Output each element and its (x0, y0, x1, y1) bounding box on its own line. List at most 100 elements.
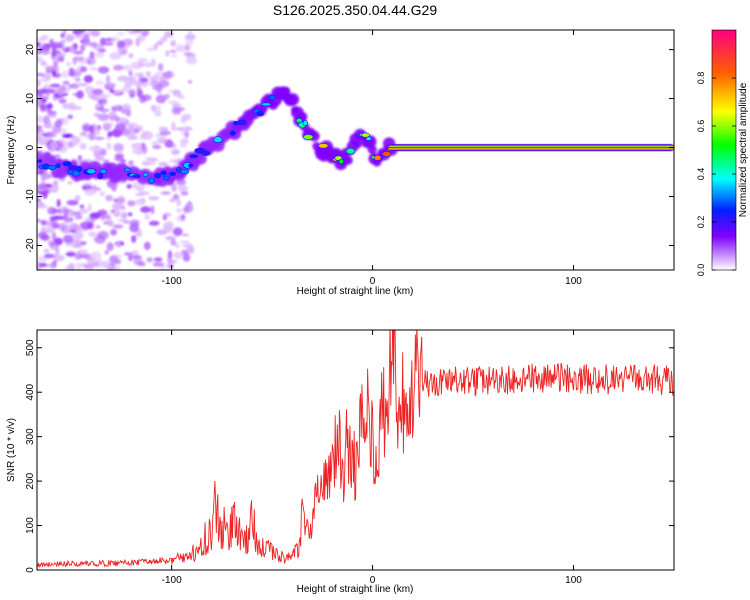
snr-plot-area (37, 330, 674, 569)
noise-speck (134, 198, 146, 206)
noise-speck (44, 227, 56, 234)
noise-speck (40, 227, 48, 232)
noise-speck (99, 148, 107, 156)
noise-speck (130, 61, 142, 70)
ridge-blob (62, 161, 72, 167)
ridge-halo-blob (343, 155, 353, 165)
noise-speck (80, 241, 87, 245)
noise-speck (46, 220, 53, 228)
x-tick-label: 0 (370, 575, 376, 586)
noise-speck (184, 34, 196, 40)
noise-speck (131, 235, 137, 243)
noise-speck (70, 136, 81, 146)
noise-speck (109, 89, 115, 94)
ridge-blob (318, 143, 329, 149)
noise-speck (174, 242, 180, 249)
noise-speck (168, 159, 177, 163)
x-tick-label: -100 (162, 276, 182, 287)
noise-speck (53, 215, 66, 220)
noise-speck (54, 44, 64, 49)
noise-speck (167, 250, 173, 259)
noise-speck (122, 38, 134, 46)
noise-speck (96, 187, 101, 191)
noise-speck (64, 266, 71, 270)
noise-speck (37, 78, 41, 88)
y-tick-label: 400 (25, 383, 36, 400)
noise-speck (60, 47, 67, 52)
noise-speck (126, 184, 133, 189)
noise-speck (163, 31, 174, 38)
ridge-blob (302, 120, 308, 126)
noise-speck (67, 213, 80, 217)
noise-speck (130, 131, 136, 136)
noise-speck (152, 145, 162, 149)
x-tick-label: 0 (370, 276, 376, 287)
snr-axes: -100 0 100 0 100 200 300 400 500 (25, 330, 674, 586)
noise-speck (60, 39, 68, 43)
noise-speck (135, 232, 143, 238)
noise-speck (74, 195, 81, 202)
ridge-halo-blob (286, 93, 300, 106)
noise-speck (127, 124, 135, 132)
noise-speck (37, 37, 46, 42)
noise-speck (49, 141, 58, 150)
noise-speck (127, 200, 136, 207)
noise-speck (94, 235, 106, 244)
noise-speck (53, 260, 57, 264)
noise-speck (42, 192, 48, 199)
noise-speck (89, 251, 102, 261)
noise-speck (109, 51, 122, 60)
noise-speck (182, 243, 191, 248)
noise-speck (68, 102, 76, 111)
noise-speck (63, 221, 69, 226)
spectrogram-ridge (37, 86, 674, 187)
y-tick-label: 0 (25, 567, 36, 573)
noise-speck (92, 88, 104, 95)
noise-speck (40, 60, 47, 66)
ridge-blob (381, 151, 392, 158)
noise-speck (184, 205, 191, 212)
noise-speck (92, 261, 100, 266)
noise-speck (102, 123, 111, 131)
noise-speck (106, 142, 112, 150)
y-tick-label: 100 (25, 517, 36, 534)
noise-speck (49, 83, 61, 88)
ridge-blob (201, 150, 211, 156)
noise-speck (95, 103, 102, 109)
ridge-blob (361, 132, 370, 138)
noise-speck (165, 221, 172, 229)
noise-speck (160, 266, 166, 270)
noise-speck (106, 242, 114, 251)
noise-speck (85, 217, 91, 223)
noise-speck (37, 89, 43, 98)
noise-speck (114, 154, 124, 162)
noise-speck (89, 51, 95, 59)
noise-speck (144, 62, 153, 68)
snr-y-label: SNR (10 * v/v) (6, 418, 17, 482)
noise-speck (62, 92, 68, 96)
ridge-blob (303, 134, 314, 141)
noise-speck (133, 257, 143, 266)
noise-speck (113, 64, 124, 71)
noise-speck (139, 134, 148, 140)
noise-speck (171, 121, 176, 130)
noise-speck (61, 70, 70, 79)
noise-speck (116, 241, 121, 248)
noise-speck (176, 199, 181, 207)
noise-speck (120, 116, 127, 123)
y-tick-label: 10 (25, 93, 36, 105)
noise-speck (187, 30, 194, 36)
noise-speck (64, 217, 74, 223)
ridge-blob (213, 136, 223, 143)
y-tick-label: 0 (25, 144, 36, 150)
noise-speck (165, 236, 177, 241)
noise-speck (184, 44, 191, 51)
noise-speck (112, 202, 123, 211)
noise-speck (37, 125, 43, 130)
colorbar-tick-label: 0.4 (696, 168, 706, 181)
noise-speck (50, 184, 59, 193)
noise-speck (170, 148, 181, 155)
noise-speck (154, 111, 162, 117)
noise-speck (67, 181, 74, 185)
